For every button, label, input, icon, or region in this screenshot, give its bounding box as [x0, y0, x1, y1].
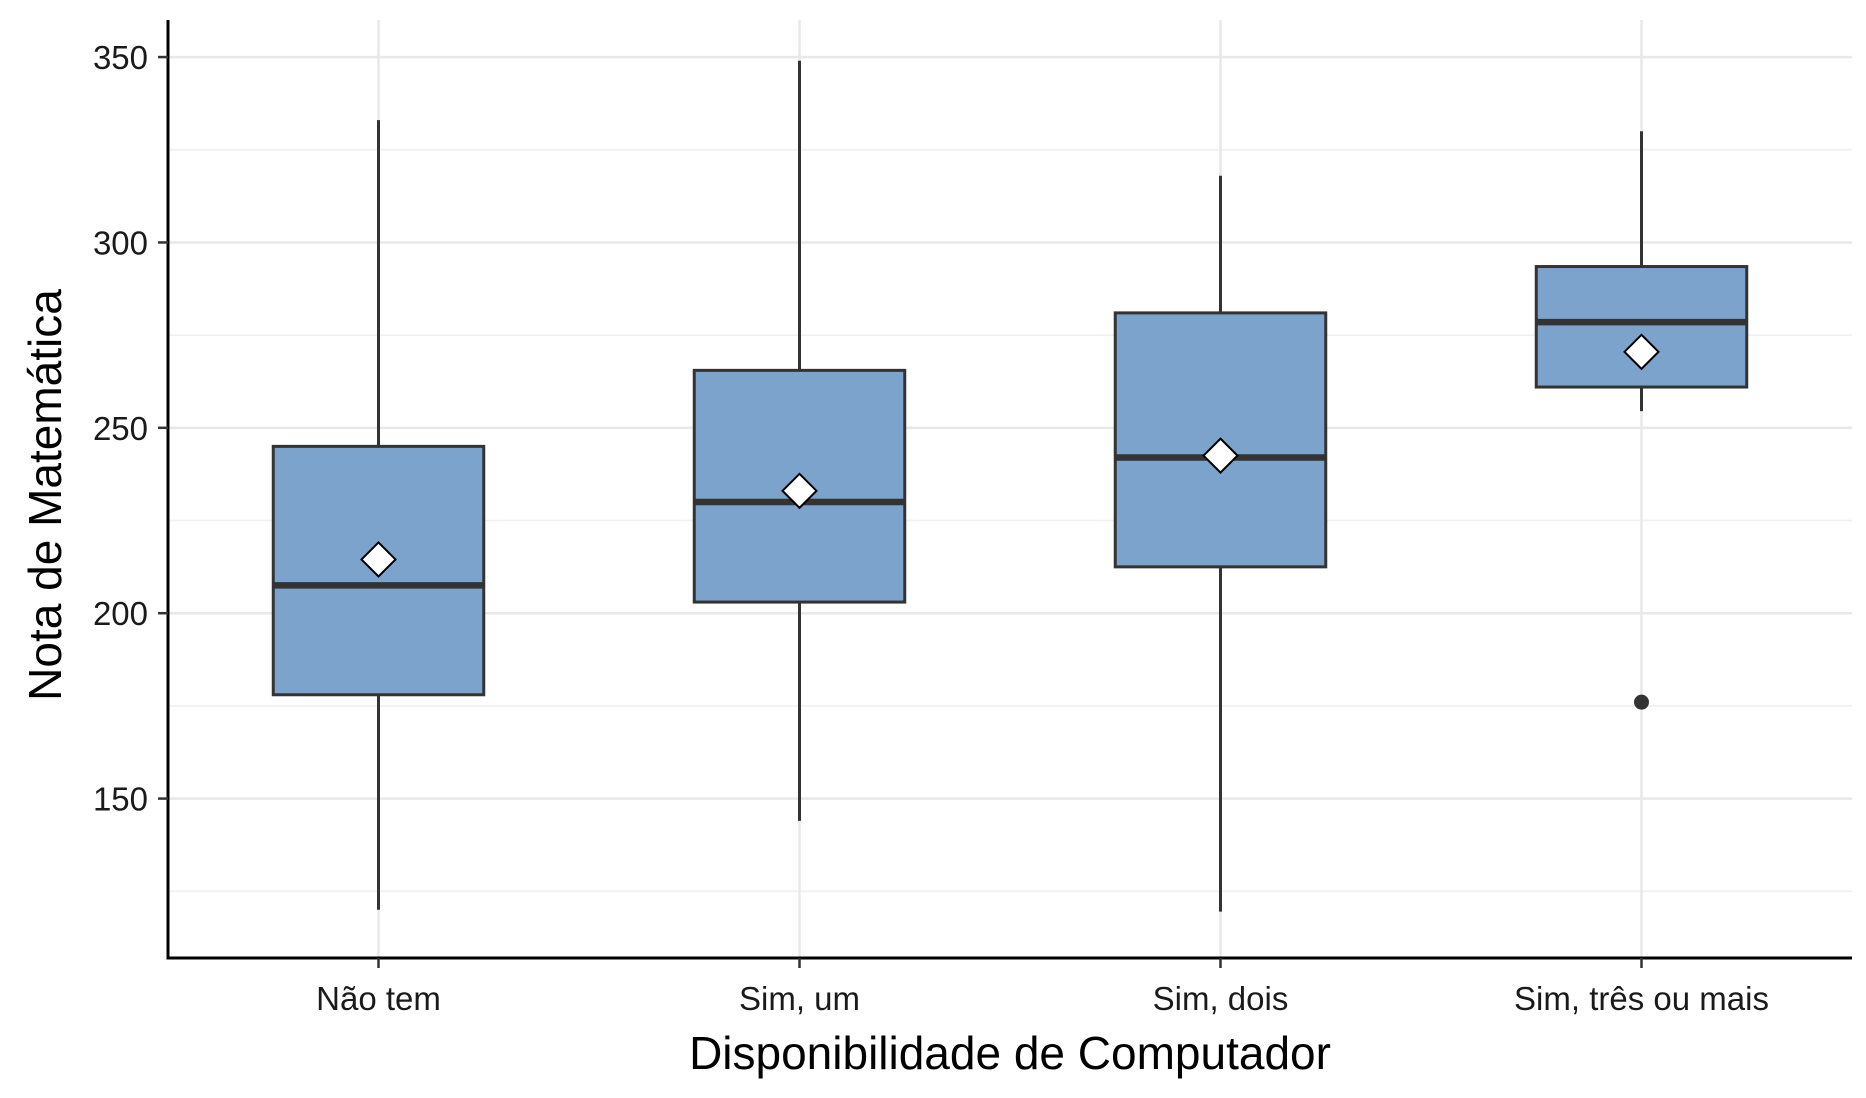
- y-tick-label: 350: [93, 39, 148, 76]
- box-series: [271, 60, 1749, 912]
- outlier-point: [1634, 694, 1649, 710]
- y-tick-label: 300: [93, 224, 148, 261]
- y-tick-label: 250: [93, 410, 148, 447]
- x-tick-label: Sim, três ou mais: [1514, 980, 1769, 1017]
- mean-marker: [1202, 437, 1239, 475]
- mean-marker: [781, 472, 818, 510]
- x-axis-ticks: Não tem Sim, um Sim, dois Sim, três ou mais: [316, 958, 1769, 1017]
- axes: [166, 20, 1852, 960]
- x-axis-title: Disponibilidade de Computador: [689, 1027, 1331, 1079]
- y-axis-ticks: 150 200 250 300 350: [93, 39, 168, 818]
- x-tick-label: Não tem: [316, 980, 441, 1017]
- mean-marker: [360, 541, 397, 578]
- y-axis-title: Nota de Matemática: [19, 289, 71, 701]
- mean-marker: [1623, 333, 1660, 371]
- x-tick-label: Sim, dois: [1153, 980, 1289, 1017]
- y-tick-label: 150: [93, 781, 148, 818]
- x-tick-label: Sim, um: [739, 980, 860, 1017]
- y-tick-label: 200: [93, 595, 148, 632]
